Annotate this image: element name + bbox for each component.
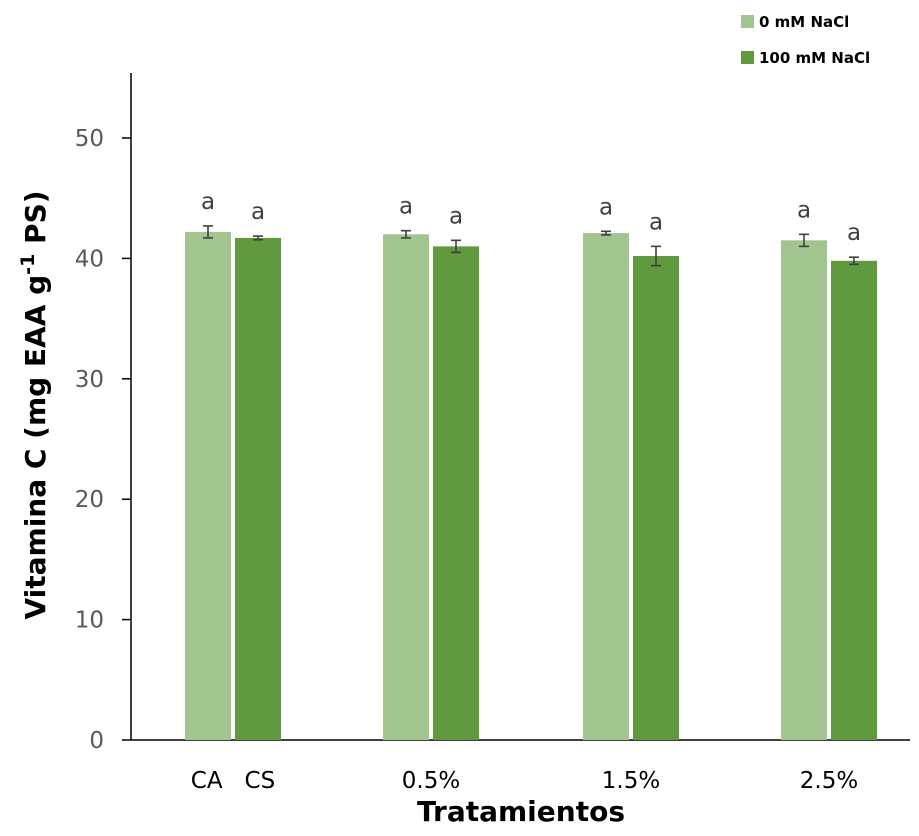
legend-label-series-1: 0 mM NaCl <box>759 13 849 31</box>
x-axis-category-labels: CA CS 0.5% 1.5% 2.5% <box>191 768 858 794</box>
y-tick-label: 20 <box>75 487 104 513</box>
bar-series-2-cat-3 <box>633 255 679 740</box>
significance-label-series-1-cat-1: a <box>201 189 215 215</box>
bar-series-2-cat-2 <box>433 246 479 741</box>
y-tick-label: 50 <box>75 126 104 152</box>
y-axis-title-suffix: PS) <box>19 190 52 253</box>
bars-group: a a a a a a a a <box>185 189 877 741</box>
legend-swatch-series-1 <box>741 15 754 28</box>
significance-label-series-1-cat-3: a <box>599 194 613 220</box>
y-axis-title-main: Vitamina C (mg EAA g <box>19 275 52 620</box>
error-bar-series-2-cat-2 <box>451 239 461 254</box>
error-bar-series-1-cat-1 <box>203 225 213 239</box>
y-axis-title: Vitamina C (mg EAA g-1 PS) <box>17 190 52 619</box>
bar-series-1-cat-4 <box>781 240 827 740</box>
legend: 0 mM NaCl 100 mM NaCl <box>741 13 870 67</box>
x-tick-label-4: 2.5% <box>800 768 858 794</box>
x-tick-label-3: 1.5% <box>602 768 660 794</box>
x-axis-title: Tratamientos <box>417 795 625 828</box>
error-bar-series-2-cat-3 <box>651 245 661 267</box>
x-tick-label-2: 0.5% <box>402 768 460 794</box>
y-tick-label: 40 <box>75 246 104 272</box>
y-tick-label: 30 <box>75 367 104 393</box>
significance-label-series-2-cat-2: a <box>449 203 463 229</box>
significance-label-series-2-cat-3: a <box>649 209 663 235</box>
y-tick-label: 10 <box>75 608 104 634</box>
error-bar-series-1-cat-4 <box>799 233 809 248</box>
bar-series-1-cat-2 <box>383 234 429 740</box>
y-axis-ticks: 0 10 20 30 40 50 <box>75 126 131 754</box>
significance-label-series-2-cat-4: a <box>847 220 861 246</box>
bar-series-1-cat-3 <box>583 233 629 740</box>
x-tick-label-1: CA CS <box>191 768 275 794</box>
legend-label-series-2: 100 mM NaCl <box>759 49 870 67</box>
legend-swatch-series-2 <box>741 51 754 64</box>
bar-series-1-cat-1 <box>185 231 231 741</box>
y-tick-label: 0 <box>89 728 104 754</box>
significance-label-series-1-cat-4: a <box>797 197 811 223</box>
error-bar-series-2-cat-4 <box>849 256 859 266</box>
bar-series-2-cat-4 <box>831 260 877 740</box>
y-axis-title-superscript: -1 <box>17 254 39 275</box>
error-bar-series-1-cat-2 <box>401 229 411 239</box>
error-bar-series-2-cat-1 <box>253 235 263 241</box>
bar-series-2-cat-1 <box>235 237 281 740</box>
significance-label-series-1-cat-2: a <box>399 194 413 220</box>
significance-label-series-2-cat-1: a <box>251 199 265 225</box>
error-bar-series-1-cat-3 <box>601 230 611 236</box>
